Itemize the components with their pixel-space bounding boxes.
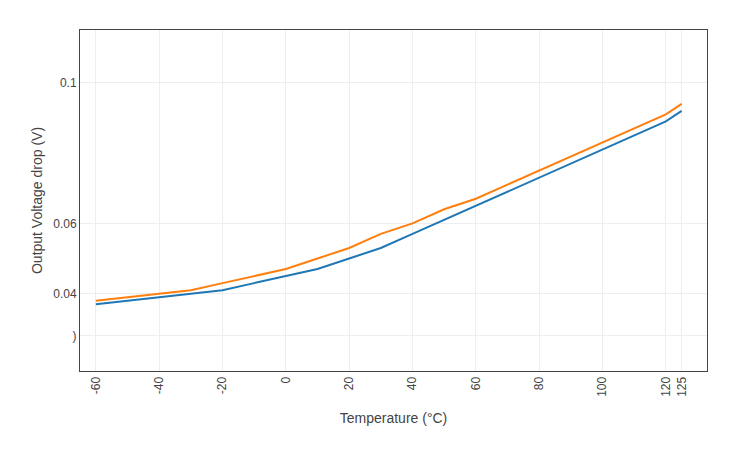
svg-text:Output Voltage drop (V): Output Voltage drop (V) — [29, 127, 45, 274]
svg-text:-20: -20 — [215, 376, 229, 394]
svg-text:-40: -40 — [152, 376, 166, 394]
svg-text:0: 0 — [279, 376, 293, 383]
svg-text:Temperature (°C): Temperature (°C) — [340, 410, 448, 426]
svg-text:0.06: 0.06 — [53, 217, 77, 231]
svg-text:125: 125 — [675, 376, 689, 396]
svg-text:120: 120 — [659, 376, 673, 396]
svg-text:100: 100 — [595, 376, 609, 396]
svg-text:80: 80 — [532, 376, 546, 390]
svg-text:60: 60 — [469, 376, 483, 390]
svg-text:20: 20 — [342, 376, 356, 390]
svg-text:0.1: 0.1 — [60, 76, 77, 90]
svg-text:): ) — [73, 329, 77, 343]
svg-text:40: 40 — [405, 376, 419, 390]
svg-text:-60: -60 — [89, 376, 103, 394]
svg-text:0.04: 0.04 — [53, 287, 77, 301]
